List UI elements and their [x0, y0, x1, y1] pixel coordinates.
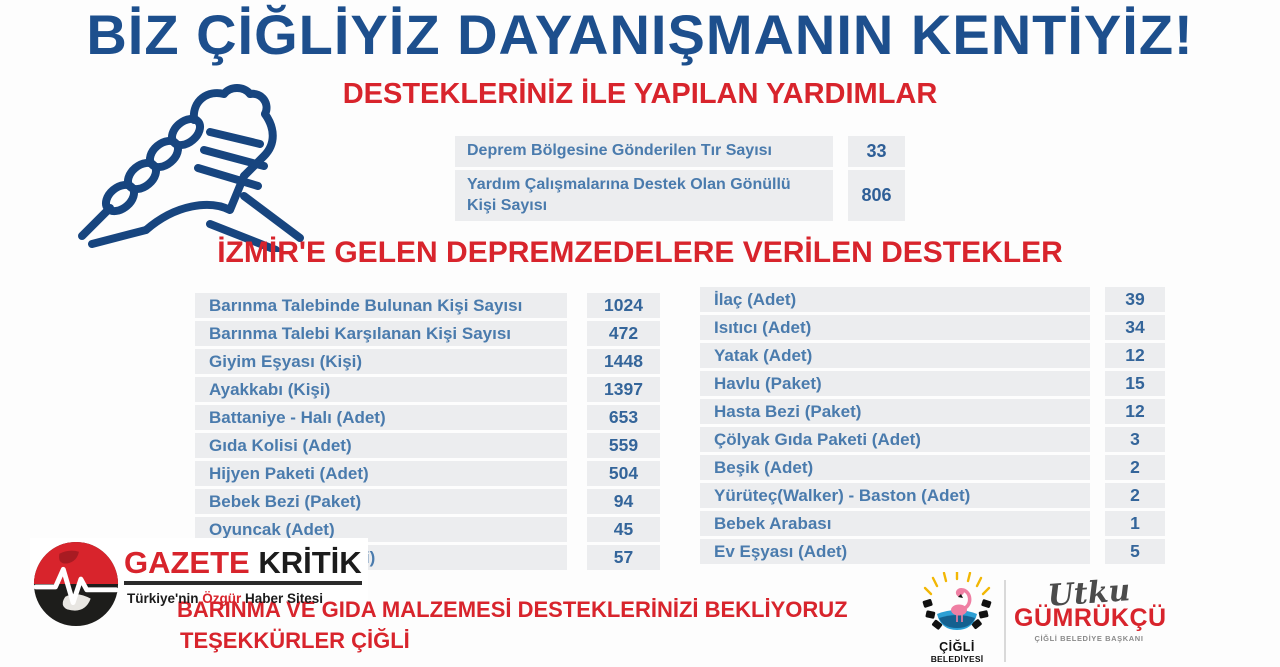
flamingo-icon — [922, 569, 992, 630]
row-label: Ayakkabı (Kişi) — [195, 377, 567, 402]
row-value: 5 — [1105, 539, 1165, 564]
row-label: Hijyen Paketi (Adet) — [195, 461, 567, 486]
wordmark-kritik: KRİTİK — [249, 545, 362, 580]
table-row: Gıda Kolisi (Adet) 559 — [195, 433, 660, 458]
row-value: 472 — [587, 321, 660, 346]
row-value: 12 — [1105, 399, 1165, 424]
table-row: Bebek Arabası 1 — [700, 511, 1165, 536]
row-value: 94 — [587, 489, 660, 514]
row-value: 15 — [1105, 371, 1165, 396]
mayor-last-name: GÜMRÜKÇÜ — [1014, 604, 1167, 632]
gazete-kritik-wordmark: GAZETE KRİTİK — [124, 545, 362, 586]
row-value: 45 — [587, 517, 660, 542]
gazete-kritik-globe-icon — [33, 541, 119, 627]
row-value: 1 — [1105, 511, 1165, 536]
table-row: Yardım Çalışmalarına Destek Olan Gönüllü… — [455, 169, 905, 222]
row-value: 57 — [587, 545, 660, 570]
row-value: 12 — [1105, 343, 1165, 368]
row-value: 3 — [1105, 427, 1165, 452]
row-label: Beşik (Adet) — [700, 455, 1090, 480]
mayor-signature-logo: Utku GÜMRÜKÇÜ ÇİĞLİ BELEDİYE BAŞKANI — [1014, 573, 1167, 643]
table-row: Ayakkabı (Kişi) 1397 — [195, 377, 660, 402]
footer-thanks-text: TEŞEKKÜRLER ÇİĞLİ — [180, 628, 410, 653]
row-value: 1024 — [587, 293, 660, 318]
row-label: Barınma Talebi Karşılanan Kişi Sayısı — [195, 321, 567, 346]
row-value: 653 — [587, 405, 660, 430]
table-row: Barınma Talebi Karşılanan Kişi Sayısı 47… — [195, 321, 660, 346]
cigli-logo-subname: BELEDİYESİ — [930, 654, 984, 665]
row-value: 2 — [1105, 455, 1165, 480]
cigli-logo-name: ÇİĞLİ — [939, 640, 975, 654]
row-label: Oyuncak (Adet) — [195, 517, 567, 542]
table-row: Beşik (Adet) 2 — [700, 455, 1165, 480]
gazete-kritik-logo: GAZETE KRİTİK Türkiye'nin Özgür Haber Si… — [30, 538, 368, 630]
gazete-kritik-tagline: Türkiye'nin Özgür Haber Sitesi — [127, 591, 324, 606]
row-value: 2 — [1105, 483, 1165, 508]
row-label: Bebek Arabası — [700, 511, 1090, 536]
row-label: Hasta Bezi (Paket) — [700, 399, 1090, 424]
table-row: Ev Eşyası (Adet) 5 — [700, 539, 1165, 564]
row-label: Bebek Bezi (Paket) — [195, 489, 567, 514]
page-title: BİZ ÇİĞLİYİZ DAYANIŞMANIN KENTİYİZ! — [86, 3, 1194, 66]
table-row: Hijyen Paketi (Adet) 504 — [195, 461, 660, 486]
row-label: Deprem Bölgesine Gönderilen Tır Sayısı — [455, 136, 833, 167]
table-row: Hasta Bezi (Paket) 12 — [700, 399, 1165, 424]
row-label: Havlu (Paket) — [700, 371, 1090, 396]
table-row: Deprem Bölgesine Gönderilen Tır Sayısı 3… — [455, 136, 905, 167]
right-aid-table: İlaç (Adet) 39 Isıtıcı (Adet) 34 Yatak (… — [700, 287, 1165, 564]
row-value: 559 — [587, 433, 660, 458]
footer-appeal-text: BARINMA VE GIDA MALZEMESİ DESTEKLERİNİZİ… — [177, 597, 848, 622]
row-label: Battaniye - Halı (Adet) — [195, 405, 567, 430]
table-row: Oyuncak (Adet) 45 — [195, 517, 660, 542]
row-value: 39 — [1105, 287, 1165, 312]
logo-divider — [1004, 580, 1006, 662]
page-subtitle: DESTEKLERİNİZ İLE YAPILAN YARDIMLAR — [342, 78, 938, 110]
row-value: 1448 — [587, 349, 660, 374]
table-row: Battaniye - Halı (Adet) 653 — [195, 405, 660, 430]
wordmark-gazete: GAZETE — [124, 545, 250, 580]
table-row: Barınma Talebinde Bulunan Kişi Sayısı 10… — [195, 293, 660, 318]
row-label: Barınma Talebinde Bulunan Kişi Sayısı — [195, 293, 567, 318]
row-value: 806 — [848, 169, 905, 222]
row-value: 1397 — [587, 377, 660, 402]
table-row: Bebek Bezi (Paket) 94 — [195, 489, 660, 514]
row-label: İlaç (Adet) — [700, 287, 1090, 312]
row-label: Gıda Kolisi (Adet) — [195, 433, 567, 458]
table-row: İlaç (Adet) 39 — [700, 287, 1165, 312]
solidarity-handshake-icon — [78, 84, 304, 252]
table-row: Yatak (Adet) 12 — [700, 343, 1165, 368]
row-label: Giyim Eşyası (Kişi) — [195, 349, 567, 374]
row-value: 34 — [1105, 315, 1165, 340]
table-row: Giyim Eşyası (Kişi) 1448 — [195, 349, 660, 374]
row-label: Yatak (Adet) — [700, 343, 1090, 368]
row-value: 504 — [587, 461, 660, 486]
row-label: Isıtıcı (Adet) — [700, 315, 1090, 340]
table-row: Isıtıcı (Adet) 34 — [700, 315, 1165, 340]
row-label: Çölyak Gıda Paketi (Adet) — [700, 427, 1090, 452]
table-row: Yürüteç(Walker) - Baston (Adet) 2 — [700, 483, 1165, 508]
row-value: 33 — [848, 136, 905, 167]
row-label: Yardım Çalışmalarına Destek Olan Gönüllü… — [455, 169, 833, 222]
cigli-municipality-logo: ÇİĞLİ BELEDİYESİ — [913, 569, 1001, 665]
section-title: İZMİR'E GELEN DEPREMZEDELERE VERİLEN DES… — [217, 236, 1063, 269]
row-label: Ev Eşyası (Adet) — [700, 539, 1090, 564]
summary-table: Deprem Bölgesine Gönderilen Tır Sayısı 3… — [455, 136, 905, 222]
left-aid-table: Barınma Talebinde Bulunan Kişi Sayısı 10… — [195, 293, 660, 570]
row-label: Yürüteç(Walker) - Baston (Adet) — [700, 483, 1090, 508]
mayor-role-text: ÇİĞLİ BELEDİYE BAŞKANI — [1034, 634, 1144, 643]
table-row: Havlu (Paket) 15 — [700, 371, 1165, 396]
table-row: Çölyak Gıda Paketi (Adet) 3 — [700, 427, 1165, 452]
